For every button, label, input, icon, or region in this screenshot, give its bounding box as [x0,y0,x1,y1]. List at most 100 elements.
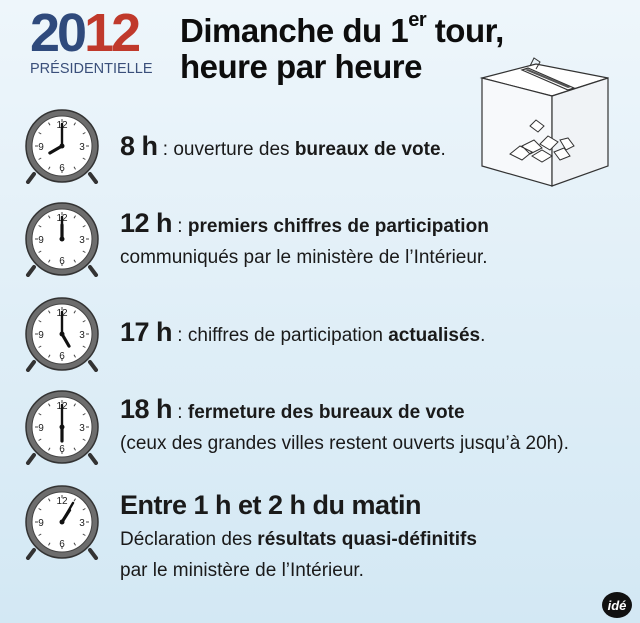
title-part-a: Dimanche du 1 [180,12,409,49]
item-separator: : [172,325,188,346]
item-text-end: . [440,139,446,160]
item-text: Déclaration des [120,529,258,550]
clock-label-twelve: 12 [56,496,68,507]
clock-center [59,143,65,149]
clock-tick [38,508,42,511]
item-night: Entre 1 h et 2 h du matin Déclaration de… [120,490,477,586]
item-text: chiffres de participation [187,325,389,346]
item-line-2: Déclaration des résultats quasi-définiti… [120,524,477,555]
clock-feet [26,548,98,560]
ide-logo-text: idé [608,598,627,613]
clock-tick [82,533,86,536]
item-bold: bureaux de vote [294,139,441,160]
logo-year: 2012 [30,6,170,60]
item-separator: : [157,139,174,160]
item-separator: : [172,216,188,237]
item-hour: 17 h [120,317,173,347]
title-part-b: tour, [426,12,505,49]
clock-center [59,424,65,430]
clock-tick [48,354,51,358]
clock-tick [73,259,76,263]
clock-tick [48,447,51,451]
title-superscript: er [408,9,427,31]
clock-label-three: 3 [79,518,85,529]
clock-label-six: 6 [59,539,65,550]
election-logo: 2012 PRÉSIDENTIELLE [30,6,170,77]
clock-tick [82,132,86,135]
ide-logo: idé [602,592,632,618]
ballot-box-icon [479,57,609,187]
item-bold: fermeture des bureaux de vote [187,402,465,423]
item-text: ouverture des [173,139,295,160]
clock-label-six: 6 [59,444,65,455]
clock-tick [73,498,76,502]
clock-feet [26,360,98,372]
item-8h: 8 h : ouverture des bureaux de vote. [120,131,446,165]
clock-tick [38,132,42,135]
clock-label-six: 6 [59,163,65,174]
clock-label-six: 6 [59,351,65,362]
clock-tick [48,259,51,263]
clock-tick [48,542,51,546]
item-heading: Entre 1 h et 2 h du matin [120,490,422,520]
clock-label-nine: 9 [38,423,44,434]
clock-tick [38,438,42,441]
clock-center [59,236,65,242]
clock-tick [73,354,76,358]
clock-tick [82,320,86,323]
item-line-1: 12 h : premiers chiffres de participatio… [120,208,489,242]
logo-subtitle: PRÉSIDENTIELLE [30,61,153,77]
item-text-end: . [480,325,486,346]
page-title: Dimanche du 1er tour, heure par heure [180,6,504,85]
clock-tick [82,250,86,253]
logo-year-part2: 12 [84,3,141,63]
item-separator: : [172,402,188,423]
item-line-1: Entre 1 h et 2 h du matin [120,490,477,524]
item-hour: 12 h [120,208,173,238]
clock-label-three: 3 [79,330,85,341]
item-bold: résultats quasi-définitifs [257,529,477,550]
clock-tick [38,413,42,416]
clock-minute-hand [60,501,75,524]
item-line-1: 18 h : fermeture des bureaux de vote [120,394,569,428]
clock-tick [38,225,42,228]
item-hour: 18 h [120,394,173,424]
clock-tick [73,542,76,546]
clock-tick [82,438,86,441]
clock-icon-1h: 12 3 6 9 [25,485,99,560]
item-hour: 8 h [120,131,158,161]
item-line-3: par le ministère de l’Intérieur. [120,560,364,581]
clock-tick [48,166,51,170]
clock-label-nine: 9 [38,518,44,529]
clock-tick [38,250,42,253]
clock-tick [82,157,86,160]
clock-label-three: 3 [79,235,85,246]
clock-tick [73,215,76,219]
clock-label-three: 3 [79,423,85,434]
clock-center [59,331,65,337]
clock-feet [26,265,98,277]
item-18h: 18 h : fermeture des bureaux de vote (ce… [120,394,569,459]
clock-tick [73,122,76,126]
clock-tick [48,498,51,502]
clock-tick [48,215,51,219]
logo-year-part1: 20 [30,3,87,63]
clock-feet [26,453,98,465]
clock-tick [38,533,42,536]
clock-label-six: 6 [59,256,65,267]
clock-tick [48,122,51,126]
title-line-2: heure par heure [180,48,422,85]
clock-tick [38,345,42,348]
clock-tick [82,225,86,228]
clock-tick [82,345,86,348]
item-line-2: (ceux des grandes villes restent ouverts… [120,433,569,454]
clock-label-nine: 9 [38,142,44,153]
clock-label-three: 3 [79,142,85,153]
item-line-2: communiqués par le ministère de l’Intéri… [120,247,488,268]
item-17h: 17 h : chiffres de participation actuali… [120,317,485,351]
clock-tick [48,403,51,407]
